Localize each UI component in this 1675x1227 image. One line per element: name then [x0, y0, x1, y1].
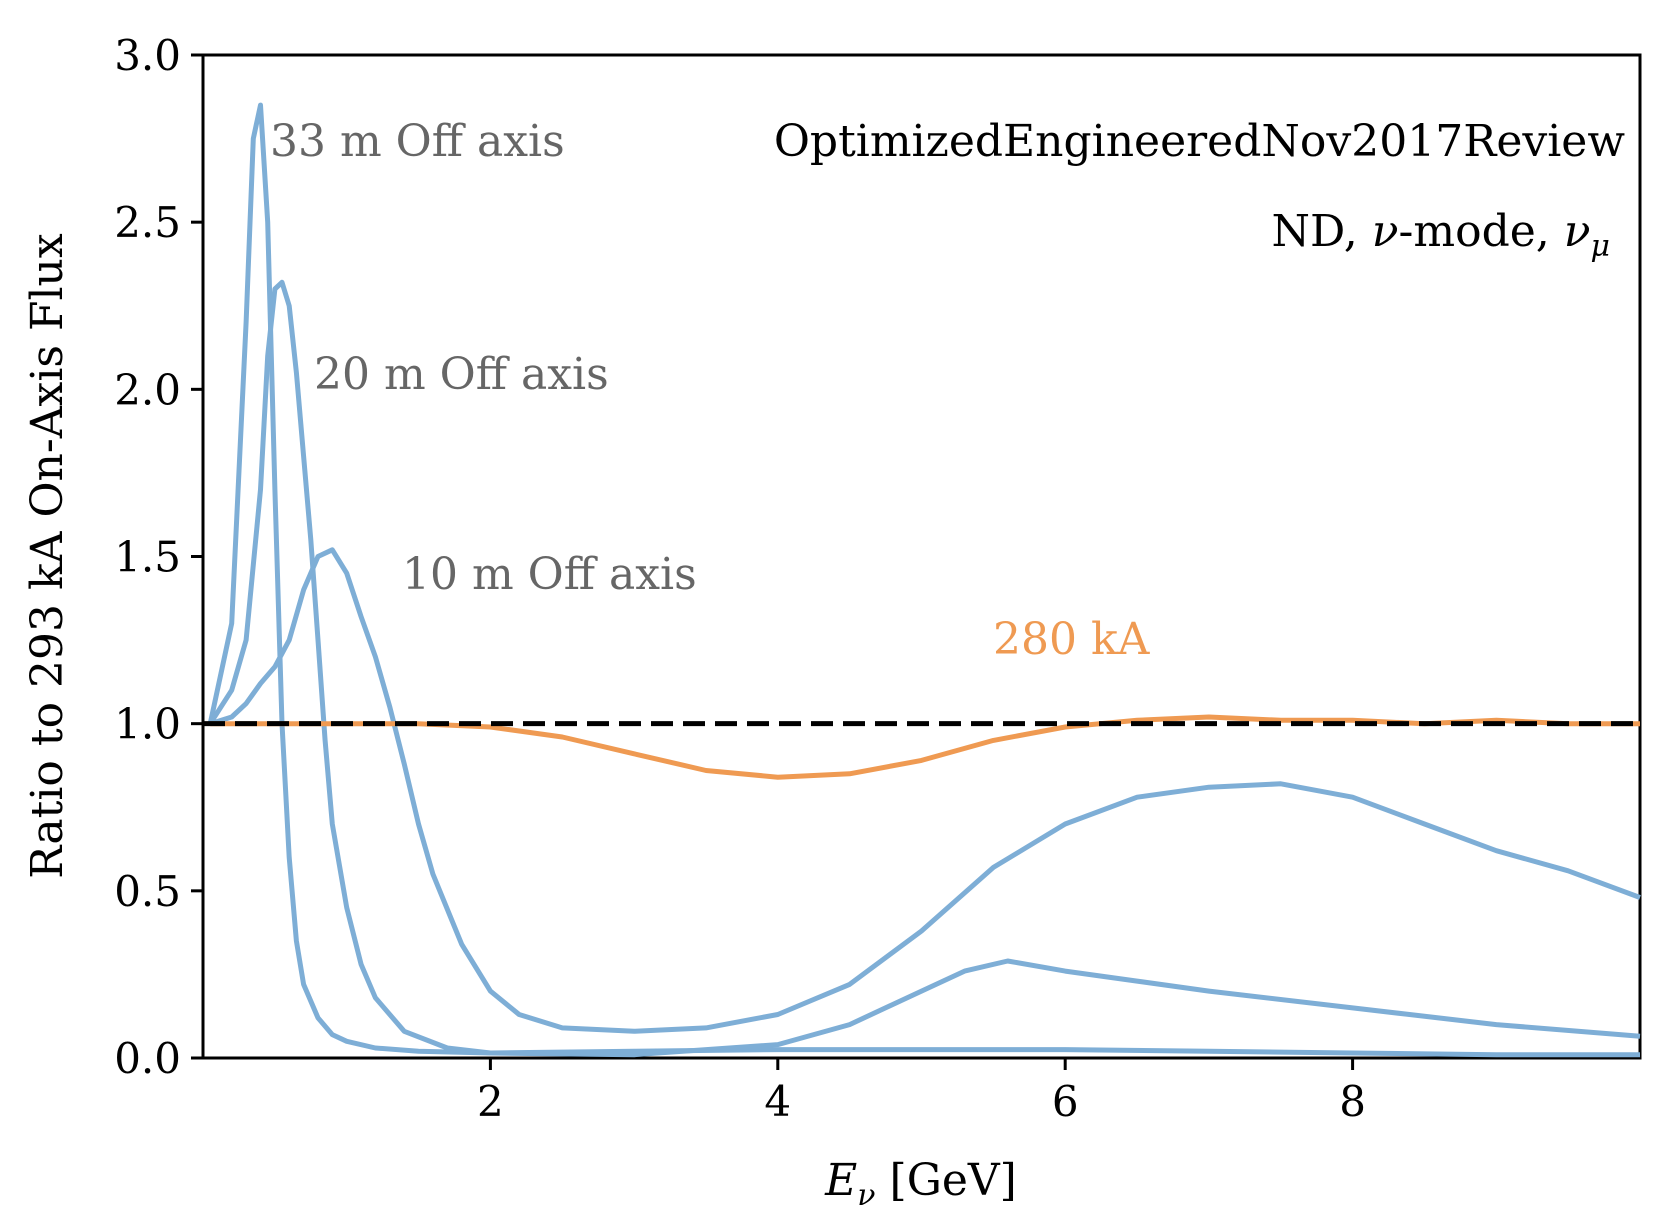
y-tick-label-6: 3.0: [114, 31, 181, 80]
series-label-10m: 10 m Off axis: [402, 549, 697, 600]
series-label-33m: 33 m Off axis: [270, 116, 565, 167]
y-tick-label-1: 0.5: [114, 867, 181, 916]
series-line-1: [208, 279, 1641, 1058]
y-tick-label-3: 1.5: [114, 533, 181, 582]
y-axis-label: Ratio to 293 kA On-Axis Flux: [22, 233, 73, 879]
x-tick-label-2: 6: [1052, 1077, 1079, 1126]
series-line-0: [207, 102, 1640, 1058]
series-line-2: [209, 547, 1641, 1034]
ticks-layer: 2 4 6 8 0.0 0.5 1.0 1.5 2.0 2.5 3.0: [114, 31, 1366, 1126]
mode-annotation: ND, ν-mode, νμ: [1272, 206, 1610, 264]
y-tick-label-5: 2.5: [114, 198, 181, 247]
config-annotation: OptimizedEngineeredNov2017Review: [774, 116, 1625, 167]
x-tick-label-1: 4: [764, 1077, 791, 1126]
x-axis-label: Eν [GeV]: [824, 1155, 1017, 1213]
x-tick-label-3: 8: [1339, 1077, 1366, 1126]
y-tick-label-0: 0.0: [114, 1034, 181, 1083]
y-tick-label-4: 2.0: [114, 365, 181, 414]
series-label-280ka: 280 kA: [993, 614, 1151, 665]
y-tick-label-2: 1.0: [114, 700, 181, 749]
series-label-20m: 20 m Off axis: [314, 349, 609, 400]
x-tick-label-0: 2: [477, 1077, 504, 1126]
